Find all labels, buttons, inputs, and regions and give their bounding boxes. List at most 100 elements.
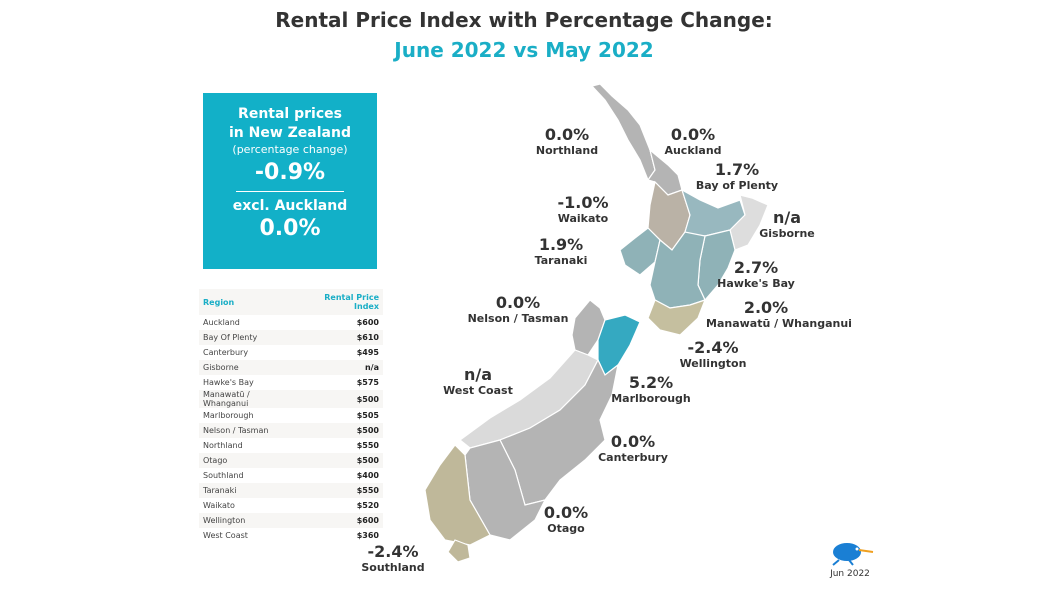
- region-gisborne: [729, 194, 769, 251]
- table-row: Nelson / Tasman $500: [199, 423, 383, 438]
- region-label: Southland: [361, 561, 425, 574]
- region-name: Wellington: [199, 513, 298, 528]
- region-wellington: [647, 299, 707, 336]
- table-row: Canterbury $495: [199, 345, 383, 360]
- region-name: Taranaki: [199, 483, 298, 498]
- region-label: Auckland: [664, 144, 722, 157]
- region-name: Southland: [203, 471, 244, 480]
- change-value: 0.0%: [495, 293, 541, 312]
- excl-label: excl. Auckland: [232, 198, 348, 214]
- region-label: Manawatū / Whanganui: [706, 317, 852, 330]
- region-label: Taranaki: [534, 254, 588, 267]
- map-label: -2.4% Wellington: [653, 338, 773, 370]
- map-label: 0.0% Nelson / Tasman: [458, 293, 578, 325]
- map-label: 1.7% Bay of Plenty: [677, 160, 797, 192]
- change-value: 0.0%: [544, 125, 590, 144]
- region-marlborough: [597, 314, 641, 376]
- change-value: 5.2%: [628, 373, 674, 392]
- region-name: Waikato: [203, 501, 235, 510]
- table-row: Northland $550: [199, 438, 383, 453]
- region-index: $400: [356, 471, 379, 480]
- map-label: 0.0% Auckland: [633, 125, 753, 157]
- change-value: 0.0%: [670, 125, 716, 144]
- table-row: Gisborne n/a: [199, 360, 383, 375]
- region-index: $610: [297, 330, 383, 345]
- change-value: 0.0%: [543, 503, 589, 522]
- summary-heading-line2: in New Zealand: [229, 125, 351, 141]
- summary-heading: Rental prices in New Zealand: [203, 105, 377, 143]
- change-value: n/a: [463, 365, 493, 384]
- region-label: Otago: [547, 522, 585, 535]
- region-index: $600: [356, 318, 379, 327]
- change-value: 1.9%: [538, 235, 584, 254]
- region-label: West Coast: [443, 384, 513, 397]
- map-label: n/a West Coast: [418, 365, 538, 397]
- region-otago: [464, 439, 547, 541]
- excl-change: 0.0%: [259, 216, 321, 241]
- table-row: Bay Of Plenty $610: [199, 330, 383, 345]
- summary-sub: (percentage change): [232, 143, 348, 156]
- region-name: Hawke's Bay: [203, 378, 254, 387]
- region-index: n/a: [297, 360, 383, 375]
- change-value: 0.0%: [610, 432, 656, 451]
- map-label: 0.0% Canterbury: [573, 432, 693, 464]
- region-label: Gisborne: [759, 227, 815, 240]
- nz-change: -0.9%: [254, 160, 326, 185]
- map-label: n/a Gisborne: [727, 208, 847, 240]
- region-label: Wellington: [679, 357, 747, 370]
- region-name: Marlborough: [203, 411, 254, 420]
- table-row: Marlborough $505: [199, 408, 383, 423]
- region-southland: [424, 444, 491, 546]
- region-index: $520: [356, 501, 379, 510]
- region-name: Otago: [199, 453, 298, 468]
- region-index: $600: [297, 513, 383, 528]
- table-row: Manawatū / Whanganui $500: [199, 390, 383, 408]
- region-index: $500: [297, 453, 383, 468]
- region-name: Northland: [203, 441, 243, 450]
- map-label: -1.0% Waikato: [523, 193, 643, 225]
- region-name: West Coast: [203, 531, 248, 540]
- map-label: 1.9% Taranaki: [501, 235, 621, 267]
- change-value: n/a: [772, 208, 802, 227]
- region-name: Canterbury: [203, 348, 249, 357]
- logo: Jun 2022: [820, 540, 880, 579]
- page-title: Rental Price Index with Percentage Chang…: [275, 8, 773, 32]
- page-subtitle: June 2022 vs May 2022: [394, 38, 654, 62]
- change-value: -2.4%: [687, 338, 739, 357]
- table-row: West Coast $360: [199, 528, 383, 543]
- change-value: 2.7%: [733, 258, 779, 277]
- table-row: Wellington $600: [199, 513, 383, 528]
- map-label: 5.2% Marlborough: [591, 373, 711, 405]
- region-name: Bay Of Plenty: [199, 330, 298, 345]
- region-name: Auckland: [203, 318, 240, 327]
- table-row: Auckland $600: [199, 315, 383, 330]
- table-row: Otago $500: [199, 453, 383, 468]
- region-name: Manawatū / Whanganui: [199, 390, 298, 408]
- logo-caption: Jun 2022: [830, 569, 870, 579]
- summary-card: Rental prices in New Zealand (percentage …: [203, 93, 377, 269]
- region-index: $495: [356, 348, 379, 357]
- change-value: 2.0%: [743, 298, 789, 317]
- change-value: -1.0%: [557, 193, 609, 212]
- region-index: $505: [356, 411, 379, 420]
- region-label: Canterbury: [598, 451, 668, 464]
- region-index: $500: [297, 423, 383, 438]
- region-index: $575: [356, 378, 379, 387]
- region-index: $550: [297, 483, 383, 498]
- region-name: Nelson / Tasman: [199, 423, 298, 438]
- region-name: Gisborne: [199, 360, 298, 375]
- map-label: -2.4% Southland: [333, 542, 453, 574]
- region-label: Nelson / Tasman: [467, 312, 569, 325]
- divider: [236, 191, 344, 192]
- region-index: $500: [297, 390, 383, 408]
- change-value: -2.4%: [367, 542, 419, 561]
- col-index: Rental Price Index: [297, 289, 383, 315]
- map-label: 2.0% Manawatū / Whanganui: [706, 298, 852, 330]
- stewart-island: [447, 539, 471, 563]
- region-label: Marlborough: [611, 392, 691, 405]
- region-label: Waikato: [557, 212, 609, 225]
- map-label: 0.0% Northland: [507, 125, 627, 157]
- map-label: 0.0% Otago: [506, 503, 626, 535]
- table-row: Hawke's Bay $575: [199, 375, 383, 390]
